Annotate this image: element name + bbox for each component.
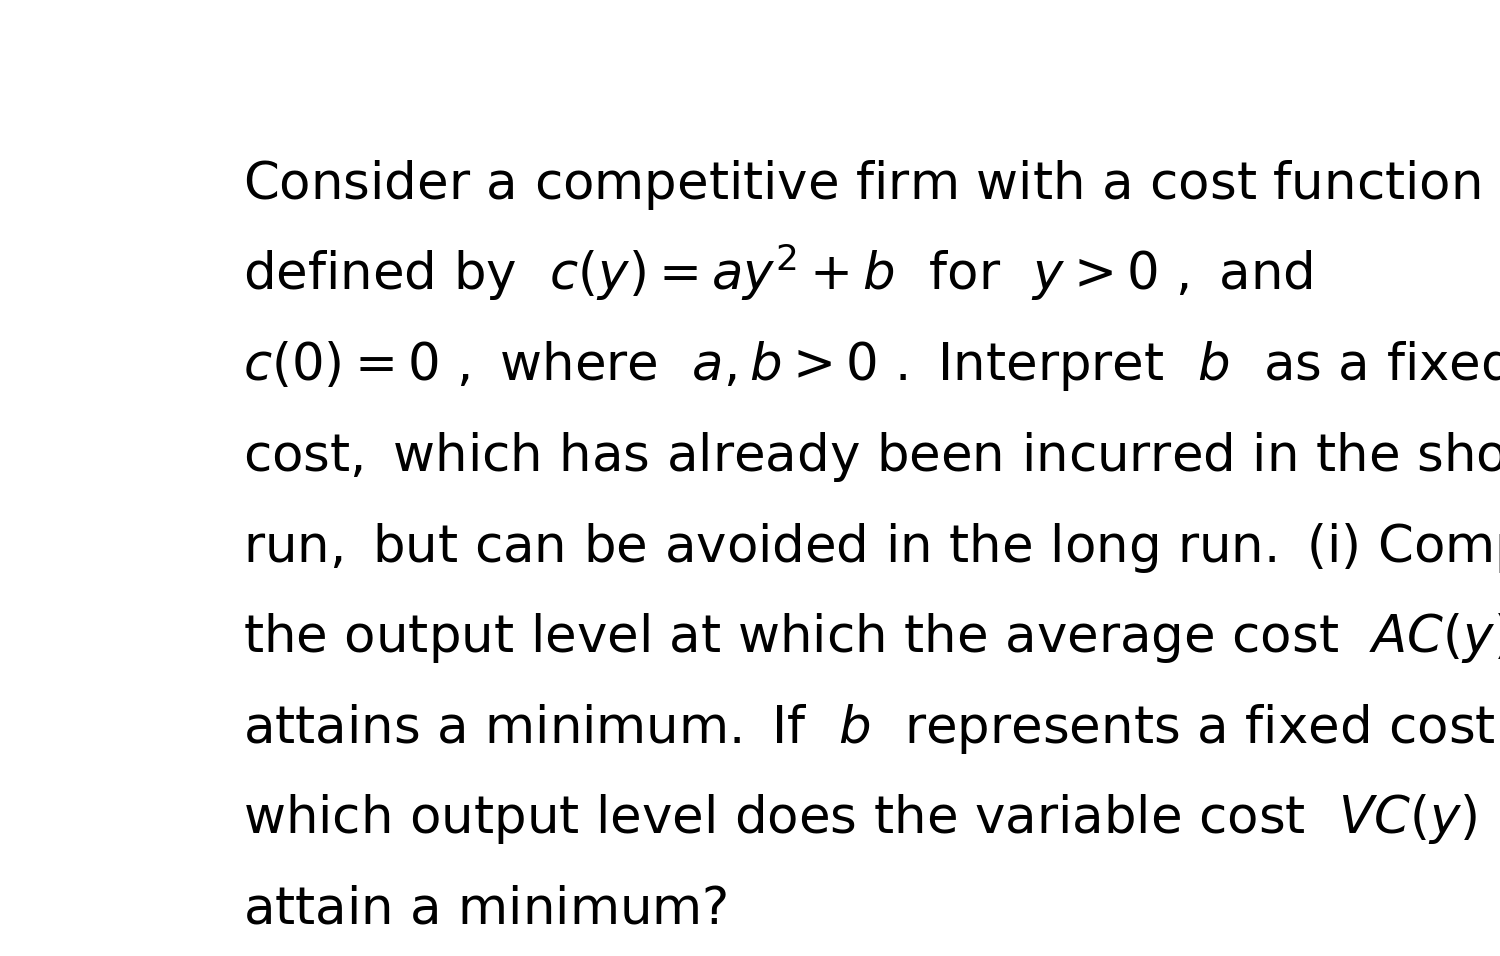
Text: $\mathsf{the\ output\ level\ at\ which\ the\ average\ cost}\ \ AC(y)$: $\mathsf{the\ output\ level\ at\ which\ … <box>243 611 1500 665</box>
Text: $\mathsf{Consider\ a\ competitive\ firm\ with\ a\ cost\ function}$: $\mathsf{Consider\ a\ competitive\ firm\… <box>243 159 1480 212</box>
Text: $\mathsf{which\ output\ level\ does\ the\ variable\ cost}\ \ VC(y)$: $\mathsf{which\ output\ level\ does\ the… <box>243 793 1478 846</box>
Text: $\mathsf{defined\ by}\ \ c(y) = ay^2 + b\ \ \mathsf{for}\ \ y > 0\ \mathsf{,\ an: $\mathsf{defined\ by}\ \ c(y) = ay^2 + b… <box>243 241 1312 303</box>
Text: $\mathsf{run,\ but\ can\ be\ avoided\ in\ the\ long\ run.\ (i)\ Compute}$: $\mathsf{run,\ but\ can\ be\ avoided\ in… <box>243 521 1500 575</box>
Text: $\mathsf{attains\ a\ minimum.\ If}\ \ b\ \ \mathsf{represents\ a\ fixed\ cost,\ : $\mathsf{attains\ a\ minimum.\ If}\ \ b\… <box>243 702 1500 755</box>
Text: $\mathsf{cost,\ which\ has\ already\ been\ incurred\ in\ the\ short}$: $\mathsf{cost,\ which\ has\ already\ bee… <box>243 430 1500 484</box>
Text: $\mathsf{attain\ a\ minimum?}$: $\mathsf{attain\ a\ minimum?}$ <box>243 884 728 935</box>
Text: $c(0) = 0\ \mathsf{,\ where}\ \ a, b > 0\ \mathsf{.\ Interpret}\ \ b\ \ \mathsf{: $c(0) = 0\ \mathsf{,\ where}\ \ a, b > 0… <box>243 339 1500 394</box>
